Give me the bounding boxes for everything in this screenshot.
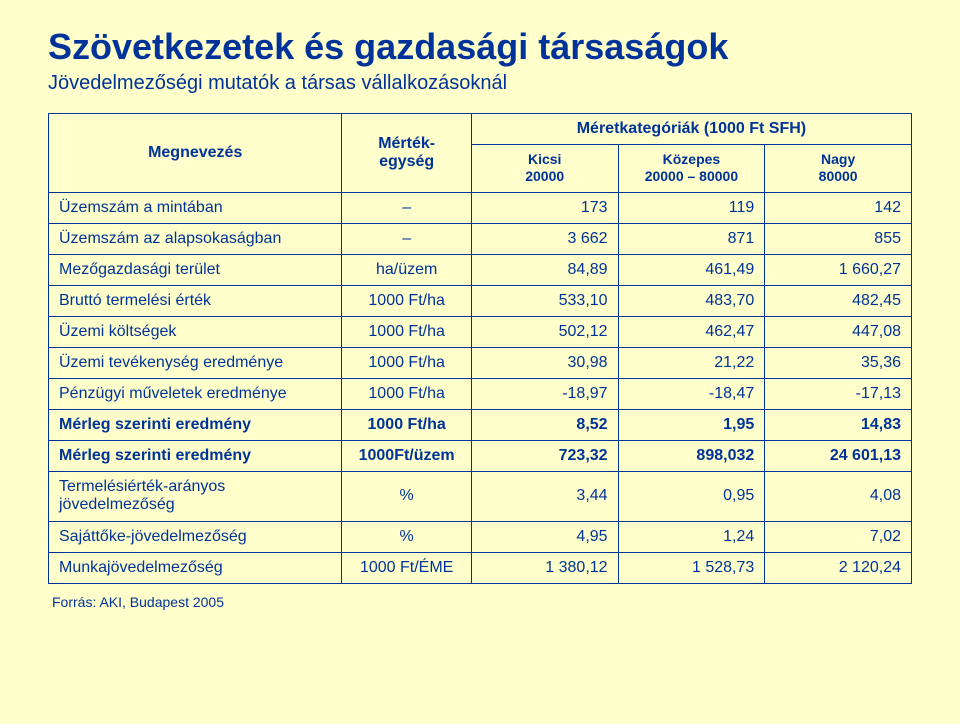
row-value: 4,08 [765,471,912,521]
col-header-unit: Mérték-egység [342,113,471,192]
row-value: 4,95 [471,521,618,552]
row-name: Üzemi tevékenység eredménye [49,347,342,378]
row-unit: 1000 Ft/ha [342,409,471,440]
row-name: Sajáttőke-jövedelmezőség [49,521,342,552]
table-row: Üzemi költségek1000 Ft/ha502,12462,47447… [49,316,912,347]
row-value: 0,95 [618,471,765,521]
row-value: 855 [765,223,912,254]
table-row: Mezőgazdasági területha/üzem84,89461,491… [49,254,912,285]
col-header-medium-range: 20000 – 80000 [645,168,738,184]
row-value: 461,49 [618,254,765,285]
row-unit: % [342,521,471,552]
row-value: 2 120,24 [765,552,912,583]
row-unit: 1000Ft/üzem [342,440,471,471]
row-value: 8,52 [471,409,618,440]
col-header-small: Kicsi 20000 [471,144,618,192]
row-value: 7,02 [765,521,912,552]
row-value: -18,97 [471,378,618,409]
table-row: Üzemszám a mintában–173119142 [49,192,912,223]
row-value: -18,47 [618,378,765,409]
row-value: 462,47 [618,316,765,347]
row-value: 502,12 [471,316,618,347]
row-name: Munkajövedelmezőség [49,552,342,583]
row-value: 119 [618,192,765,223]
row-name: Üzemi költségek [49,316,342,347]
row-name: Üzemszám az alapsokaságban [49,223,342,254]
table-row: Pénzügyi műveletek eredménye1000 Ft/ha-1… [49,378,912,409]
table-row: Munkajövedelmezőség1000 Ft/ÉME1 380,121 … [49,552,912,583]
table-row: Üzemi tevékenység eredménye1000 Ft/ha30,… [49,347,912,378]
row-value: 30,98 [471,347,618,378]
col-header-large-range: 80000 [819,168,858,184]
row-name: Bruttó termelési érték [49,285,342,316]
row-value: 1 528,73 [618,552,765,583]
row-unit: – [342,192,471,223]
row-value: 142 [765,192,912,223]
row-value: 1 660,27 [765,254,912,285]
table-row: Mérleg szerinti eredmény1000 Ft/ha8,521,… [49,409,912,440]
col-header-medium: Közepes 20000 – 80000 [618,144,765,192]
table-row: Üzemszám az alapsokaságban–3 662871855 [49,223,912,254]
row-value: 871 [618,223,765,254]
row-value: 21,22 [618,347,765,378]
row-value: 1,95 [618,409,765,440]
table-row: Termelésiérték-arányos jövedelmezőség%3,… [49,471,912,521]
row-unit: 1000 Ft/ÉME [342,552,471,583]
row-value: 3,44 [471,471,618,521]
row-name: Mérleg szerinti eredmény [49,409,342,440]
table-row: Sajáttőke-jövedelmezőség%4,951,247,02 [49,521,912,552]
page-title: Szövetkezetek és gazdasági társaságok [48,28,912,66]
row-value: 173 [471,192,618,223]
row-value: 447,08 [765,316,912,347]
table-row: Mérleg szerinti eredmény1000Ft/üzem723,3… [49,440,912,471]
col-header-medium-label: Közepes [663,151,721,167]
row-value: 14,83 [765,409,912,440]
row-unit: 1000 Ft/ha [342,347,471,378]
row-value: 24 601,13 [765,440,912,471]
table-row: Bruttó termelési érték1000 Ft/ha533,1048… [49,285,912,316]
row-value: -17,13 [765,378,912,409]
row-value: 898,032 [618,440,765,471]
row-name: Üzemszám a mintában [49,192,342,223]
row-unit: % [342,471,471,521]
row-value: 482,45 [765,285,912,316]
row-name: Termelésiérték-arányos jövedelmezőség [49,471,342,521]
row-unit: 1000 Ft/ha [342,316,471,347]
row-value: 3 662 [471,223,618,254]
col-header-name: Megnevezés [49,113,342,192]
data-table: Megnevezés Mérték-egység Méretkategóriák… [48,113,912,584]
col-header-large: Nagy 80000 [765,144,912,192]
col-header-category: Méretkategóriák (1000 Ft SFH) [471,113,911,144]
row-unit: – [342,223,471,254]
row-value: 483,70 [618,285,765,316]
col-header-small-range: 20000 [525,168,564,184]
col-header-small-label: Kicsi [528,151,561,167]
row-value: 723,32 [471,440,618,471]
row-unit: 1000 Ft/ha [342,378,471,409]
row-name: Pénzügyi műveletek eredménye [49,378,342,409]
source-note: Forrás: AKI, Budapest 2005 [48,594,912,610]
row-name: Mérleg szerinti eredmény [49,440,342,471]
row-value: 1 380,12 [471,552,618,583]
slide: Szövetkezetek és gazdasági társaságok Jö… [0,0,960,724]
row-value: 84,89 [471,254,618,285]
row-unit: ha/üzem [342,254,471,285]
row-value: 1,24 [618,521,765,552]
row-unit: 1000 Ft/ha [342,285,471,316]
row-value: 533,10 [471,285,618,316]
row-value: 35,36 [765,347,912,378]
row-name: Mezőgazdasági terület [49,254,342,285]
subtitle: Jövedelmezőségi mutatók a társas vállalk… [48,72,912,95]
col-header-large-label: Nagy [821,151,855,167]
